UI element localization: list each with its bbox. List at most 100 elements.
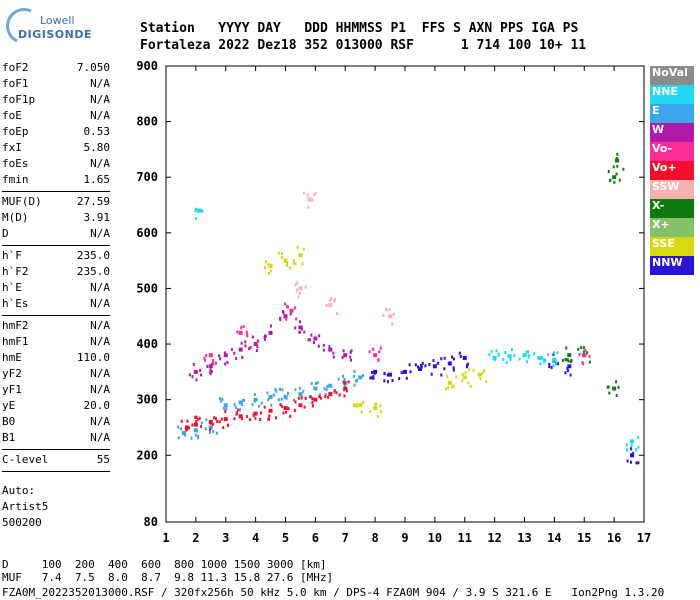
data-point — [256, 345, 259, 349]
data-point — [443, 356, 446, 360]
data-point — [218, 354, 221, 358]
data-point — [333, 390, 336, 394]
data-point — [358, 403, 363, 408]
data-point — [286, 305, 289, 309]
param-name: fxI — [2, 141, 22, 154]
data-point — [277, 398, 280, 402]
param-name: hmE — [2, 351, 22, 364]
param-name: foE — [2, 109, 22, 122]
data-point — [269, 331, 272, 335]
data-point — [314, 382, 317, 386]
data-point — [209, 421, 212, 425]
legend-item: X+ — [650, 218, 694, 237]
data-point — [542, 358, 545, 362]
y-tick-label: 300 — [136, 393, 158, 407]
data-point — [214, 417, 217, 421]
data-point — [275, 389, 278, 393]
data-point — [436, 361, 439, 365]
data-point — [468, 368, 471, 372]
param-row: foF2 7.050 — [2, 60, 110, 76]
data-point — [194, 433, 197, 437]
data-point — [227, 423, 230, 427]
data-point — [400, 371, 403, 375]
data-point — [392, 312, 395, 316]
data-point — [274, 388, 277, 392]
data-point — [332, 355, 335, 359]
data-point — [298, 392, 303, 397]
data-point — [205, 418, 208, 422]
data-point — [428, 363, 431, 367]
data-point — [424, 364, 427, 368]
data-point — [238, 347, 243, 352]
data-point — [260, 401, 263, 405]
data-point — [311, 404, 314, 408]
data-point — [634, 448, 637, 452]
data-point — [293, 306, 296, 310]
data-point — [249, 418, 252, 422]
data-point — [198, 209, 201, 213]
data-point — [343, 381, 346, 385]
data-point — [196, 418, 199, 422]
param-value: N/A — [90, 227, 110, 240]
data-point — [580, 346, 583, 350]
data-point — [459, 354, 462, 358]
data-point — [298, 403, 303, 408]
data-point — [613, 180, 616, 184]
data-point — [270, 263, 273, 267]
data-point — [205, 354, 208, 358]
data-point — [355, 404, 358, 408]
data-point — [233, 417, 236, 421]
param-name: yF2 — [2, 367, 22, 380]
data-point — [332, 351, 335, 355]
data-point — [177, 425, 180, 429]
data-point — [567, 359, 570, 363]
data-point — [184, 425, 189, 430]
data-point — [495, 349, 498, 353]
data-point — [257, 339, 260, 343]
data-point — [286, 263, 289, 267]
data-point — [241, 417, 244, 421]
data-point — [342, 349, 345, 353]
param-row: MUF(D) 27.59 — [2, 194, 110, 210]
param-row: C-level 55 — [2, 452, 110, 468]
param-row: B0 N/A — [2, 414, 110, 430]
data-point — [218, 420, 221, 424]
data-point — [300, 393, 303, 397]
data-point — [615, 156, 618, 160]
data-point — [180, 419, 183, 423]
data-point — [380, 410, 383, 414]
data-point — [267, 272, 270, 276]
legend-item: NoVal — [650, 66, 694, 85]
data-point — [388, 372, 393, 377]
param-row: h`F 235.0 — [2, 248, 110, 264]
data-point — [405, 376, 408, 380]
data-point — [550, 366, 553, 370]
data-point — [212, 362, 215, 366]
data-point — [222, 426, 225, 430]
data-point — [203, 356, 206, 360]
data-point — [630, 447, 633, 451]
data-point — [432, 359, 435, 363]
data-point — [297, 396, 300, 400]
data-point — [343, 394, 346, 398]
data-point — [356, 378, 359, 382]
data-point — [296, 281, 299, 285]
data-point — [259, 417, 262, 421]
param-name: yE — [2, 399, 16, 412]
data-point — [417, 367, 422, 372]
data-point — [269, 269, 272, 273]
param-value: 55 — [96, 453, 110, 466]
data-point — [313, 193, 316, 197]
data-point — [464, 371, 467, 375]
data-point — [182, 431, 185, 435]
data-point — [268, 408, 271, 412]
header-values: Fortaleza 2022 Dez18 352 013000 RSF 1 71… — [140, 38, 587, 53]
data-point — [240, 326, 243, 330]
data-point — [210, 370, 213, 374]
data-point — [586, 351, 589, 355]
data-point — [282, 311, 285, 315]
data-point — [283, 314, 286, 318]
param-value: 0.53 — [83, 125, 111, 138]
data-point — [286, 261, 289, 265]
data-point — [369, 409, 372, 413]
